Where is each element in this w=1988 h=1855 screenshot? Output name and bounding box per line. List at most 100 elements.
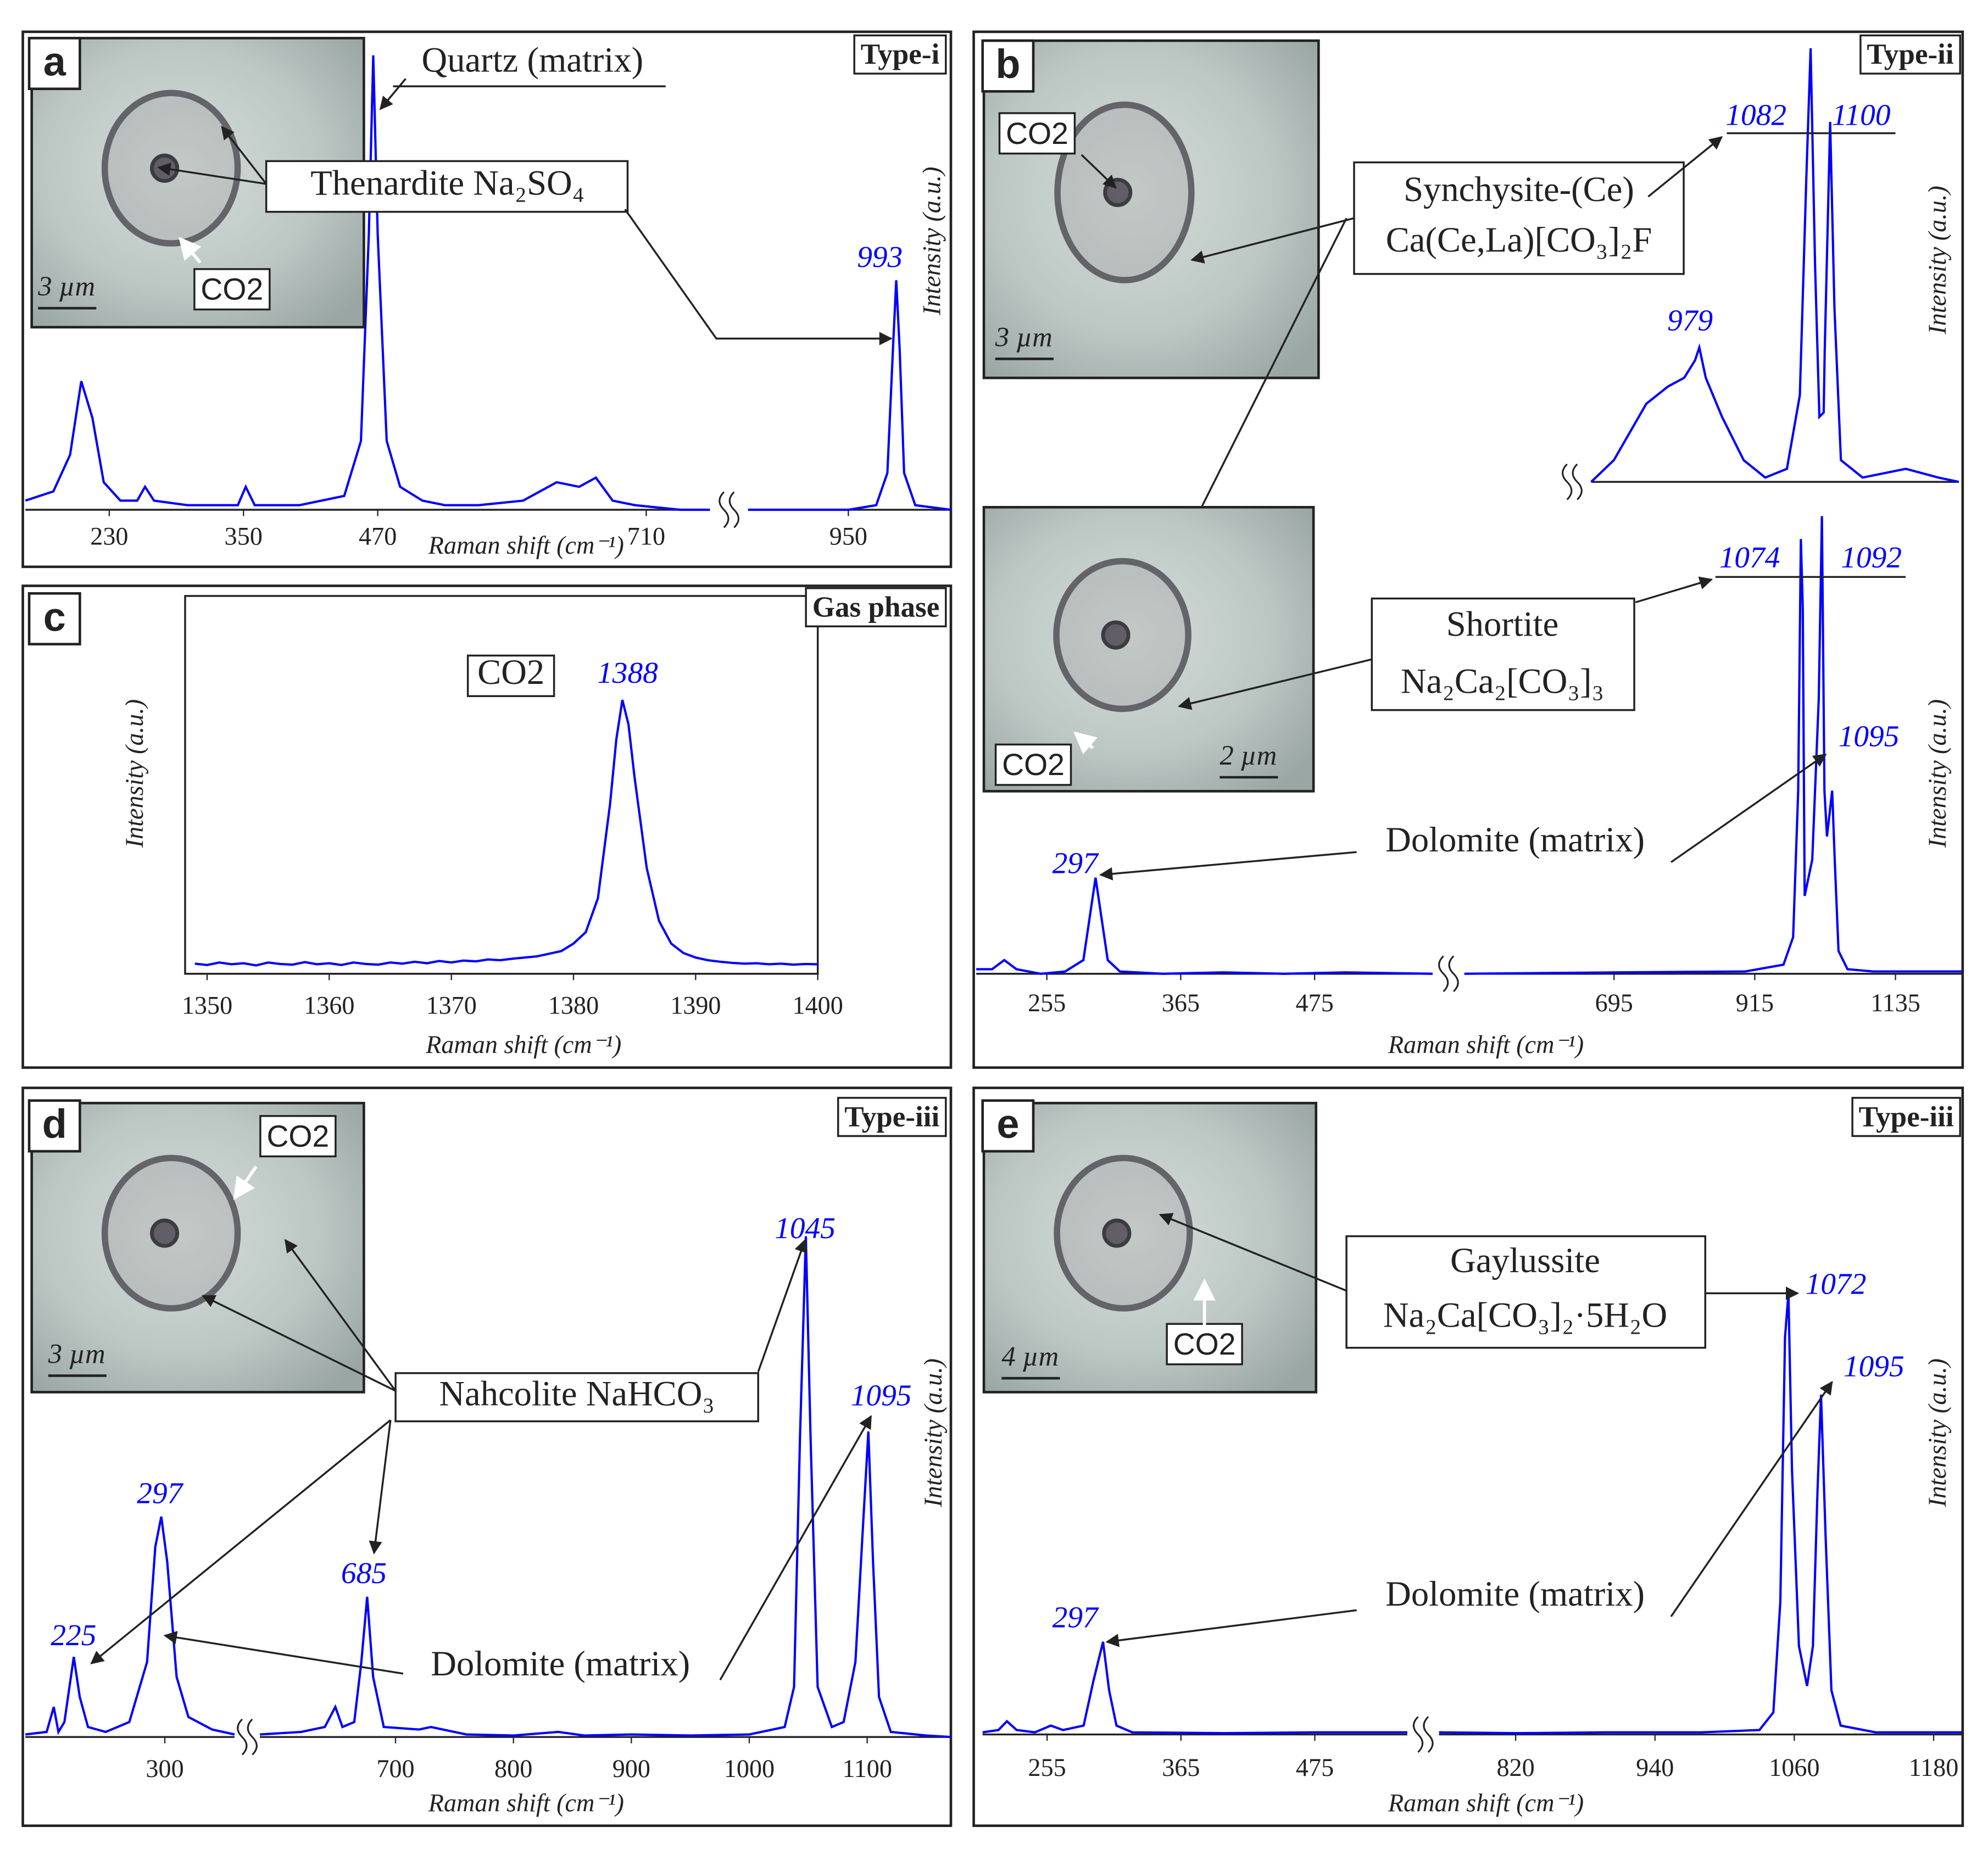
panel-tag-box [837, 1096, 947, 1137]
annotation: Na₂Ca[CO₃]₂·5H₂O [1383, 1295, 1667, 1334]
arrow [1190, 217, 1355, 264]
y-axis-label: Intensity (a.u.) [919, 1358, 947, 1507]
x-tick-label: 1350 [182, 991, 232, 1020]
x-tick-label: 475 [1296, 989, 1334, 1017]
annotation-box [1371, 597, 1635, 711]
panel-frame [972, 30, 1964, 1069]
spectrum-line [1464, 516, 1963, 975]
arrow [369, 1419, 392, 1555]
x-tick-label: 1100 [842, 1754, 892, 1782]
spectrum-line [194, 699, 818, 967]
annotation-box [265, 160, 629, 213]
axis-break [1572, 463, 1583, 500]
annotation: Dolomite (matrix) [1385, 820, 1645, 860]
arrow [1159, 1213, 1347, 1292]
micrograph [982, 39, 1320, 380]
annotation-box [1345, 1235, 1707, 1349]
bubble [1102, 1218, 1132, 1248]
inset-label-box [994, 743, 1072, 786]
inset-label: CO2 [1002, 748, 1065, 782]
arrow [163, 1631, 404, 1675]
peak-label: 1095 [851, 1379, 912, 1412]
peak-label: 225 [51, 1618, 96, 1652]
panel-letter: b [995, 41, 1020, 87]
inset-label-box [193, 268, 271, 311]
panel-frame [21, 30, 953, 569]
peak-label: 1092 [1841, 541, 1902, 574]
panel-letter: a [43, 38, 66, 84]
x-tick-label: 1180 [1909, 1753, 1959, 1781]
peak-label: 1388 [597, 656, 658, 689]
y-axis-label: Intensity (a.u.) [120, 699, 148, 848]
x-tick-label: 475 [1296, 1753, 1334, 1781]
arrow [1647, 136, 1723, 198]
arrow [757, 1239, 808, 1373]
scale-label: 3 µm [48, 1338, 105, 1369]
annotation-box [1353, 161, 1685, 275]
axis-break [247, 1718, 258, 1756]
peak-label: 1095 [1844, 1350, 1905, 1383]
annotation-box [466, 654, 555, 698]
x-axis-label: Raman shift (cm⁻¹) [428, 531, 624, 559]
annotation: Nahcolite NaHCO₃ [439, 1373, 715, 1413]
spectrum-line [976, 877, 1433, 975]
annotation: Dolomite (matrix) [1385, 1574, 1645, 1614]
x-tick-label: 1380 [548, 991, 599, 1020]
x-tick-label: 900 [612, 1754, 650, 1782]
inset-label: CO2 [201, 272, 263, 307]
arrow [1635, 576, 1713, 604]
x-tick-label: 300 [146, 1754, 183, 1782]
panel-frame [21, 584, 953, 1069]
x-tick-label: 820 [1496, 1753, 1534, 1781]
x-tick-label: 950 [829, 522, 867, 550]
arrow [1073, 731, 1098, 755]
x-tick-label: 255 [1028, 1753, 1066, 1781]
axis-break-gap [1413, 1730, 1434, 1739]
y-axis-label: Intensity (a.u.) [1923, 186, 1951, 335]
arrow [157, 163, 266, 185]
x-tick-label: 915 [1736, 989, 1774, 1017]
x-tick-label: 1360 [304, 991, 354, 1020]
annotation: Synchysite-(Ce) [1404, 169, 1634, 209]
annotation: Ca(Ce,La)[CO₃]₂F [1386, 220, 1652, 260]
panel-tag-box [805, 587, 947, 628]
peak-label: 1074 [1719, 541, 1780, 574]
bubble [1103, 177, 1133, 207]
arrow [1105, 1609, 1357, 1647]
arrow [233, 1165, 258, 1200]
x-tick-label: 710 [627, 522, 665, 550]
scale-label: 2 µm [1219, 740, 1277, 771]
panel-tag: Type-iii [844, 1101, 939, 1133]
panel-letter-box [27, 592, 81, 645]
inset-label: CO2 [1006, 116, 1068, 151]
axis-break [1438, 955, 1449, 993]
axis-break-gap [1438, 970, 1459, 978]
arrow [1670, 754, 1827, 864]
arrow [179, 236, 202, 264]
arrow [1178, 658, 1372, 710]
scale-label: 3 µm [37, 271, 95, 302]
y-axis-label: Intensity (a.u.) [1923, 699, 1951, 848]
panel-tag: Gas phase [812, 592, 940, 623]
panel-letter-box [27, 37, 81, 91]
panel-tag: Type-i [861, 38, 940, 70]
peak-label: 1045 [775, 1211, 836, 1245]
x-tick-label: 230 [90, 522, 128, 550]
axis-break [719, 491, 730, 528]
axis-break [1448, 955, 1459, 993]
bubble [150, 1218, 180, 1248]
panel-letter-box [981, 39, 1035, 93]
x-axis-label: Raman shift (cm⁻¹) [425, 1030, 621, 1059]
arrow [1099, 851, 1357, 881]
axis-break [1423, 1716, 1434, 1753]
spectrum-line [1590, 48, 1959, 483]
scale-label: 4 µm [1001, 1341, 1059, 1372]
panel-letter-box [981, 1099, 1035, 1153]
spectrum-line [25, 1516, 235, 1736]
axis-break [237, 1718, 248, 1756]
annotation: Quartz (matrix) [422, 40, 644, 80]
x-axis-label: Raman shift (cm⁻¹) [1388, 1030, 1584, 1059]
x-tick-label: 1370 [426, 991, 477, 1020]
